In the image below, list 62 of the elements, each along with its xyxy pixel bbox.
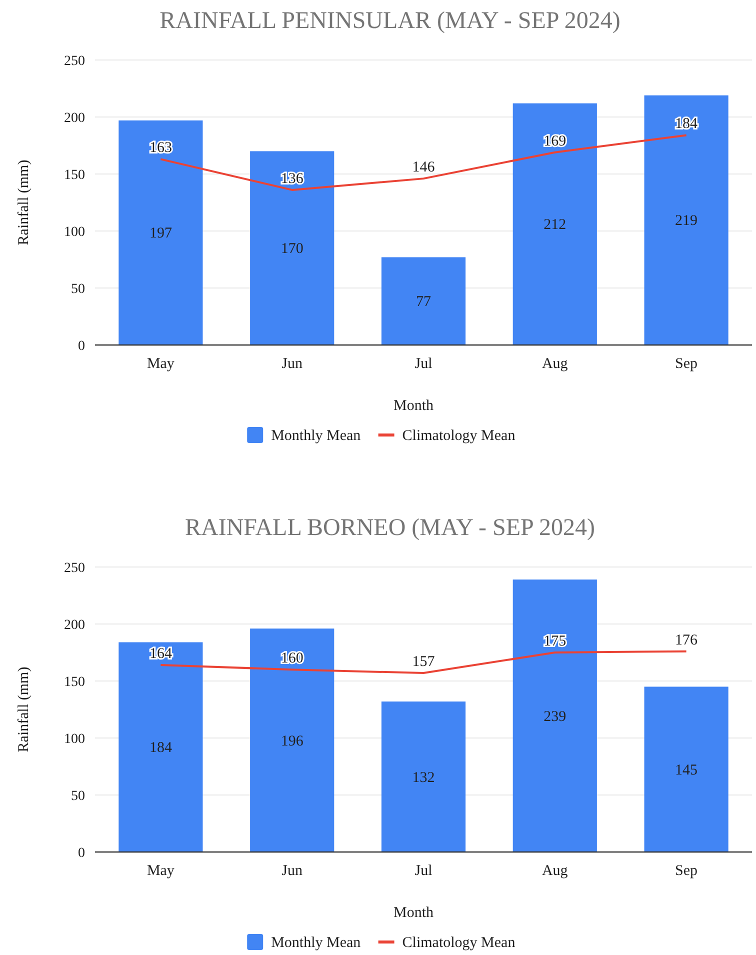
y-axis-title: Rainfall (mm) — [16, 160, 32, 246]
x-axis-title: Month — [393, 398, 434, 414]
bar — [250, 628, 334, 852]
y-tick-label: 100 — [64, 732, 85, 747]
y-tick-label: 0 — [78, 339, 85, 354]
legend-label: Climatology Mean — [402, 935, 516, 951]
data-label: 212 — [544, 217, 566, 234]
y-tick-label: 250 — [64, 54, 85, 69]
y-axis-title: Rainfall (mm) — [16, 666, 32, 752]
data-label: 169 — [544, 133, 566, 150]
x-tick-label: May — [146, 863, 175, 879]
y-tick-label: 250 — [64, 561, 85, 576]
data-label: 197 — [149, 226, 172, 242]
bar — [381, 702, 466, 852]
data-label: 219 — [675, 213, 698, 230]
data-label: 239 — [544, 708, 566, 725]
bar — [644, 686, 728, 852]
bar — [250, 151, 334, 345]
data-label: 196 — [280, 733, 304, 750]
x-tick-label: Sep — [675, 863, 698, 879]
data-label: 146 — [412, 160, 436, 176]
chart-title: RAINFALL PENINSULAR (MAY - SEP 2024) — [160, 8, 620, 34]
x-tick-label: Jun — [282, 356, 304, 372]
data-label: 132 — [412, 770, 435, 786]
y-tick-label: 150 — [64, 168, 85, 183]
x-tick-label: May — [146, 356, 175, 372]
bar — [118, 120, 203, 345]
y-tick-label: 0 — [78, 846, 85, 861]
legend-label: Monthly Mean — [271, 935, 362, 951]
y-tick-label: 50 — [71, 282, 85, 297]
data-label: 145 — [675, 762, 698, 778]
x-axis-title: Month — [393, 905, 434, 921]
y-tick-label: 200 — [64, 618, 85, 633]
y-tick-label: 150 — [64, 675, 85, 690]
bar — [118, 642, 203, 852]
x-tick-label: Aug — [542, 863, 568, 879]
data-label: 157 — [412, 654, 436, 670]
legend-label: Climatology Mean — [402, 428, 516, 444]
y-tick-label: 100 — [64, 225, 85, 240]
data-label: 164 — [149, 646, 172, 662]
data-label: 160 — [280, 650, 304, 667]
x-tick-label: Sep — [675, 356, 698, 372]
data-label: 136 — [280, 170, 304, 187]
data-label: 184 — [149, 740, 172, 756]
data-label: 170 — [280, 241, 304, 258]
bar — [512, 580, 597, 852]
x-tick-label: Aug — [542, 356, 568, 372]
data-label: 77 — [416, 294, 432, 310]
chart-title: RAINFALL BORNEO (MAY - SEP 2024) — [184, 515, 596, 541]
y-tick-label: 50 — [71, 789, 85, 804]
data-label: 176 — [675, 632, 698, 648]
data-label: 184 — [675, 116, 698, 132]
bar — [381, 257, 466, 345]
bar — [644, 95, 728, 345]
legend-label: Monthly Mean — [271, 428, 362, 444]
data-label: 175 — [544, 634, 566, 650]
y-tick-label: 200 — [64, 111, 85, 126]
x-tick-label: Jul — [414, 356, 432, 372]
x-tick-label: Jul — [414, 863, 432, 879]
bar — [512, 103, 597, 345]
data-label: 163 — [149, 140, 172, 156]
x-tick-label: Jun — [282, 863, 304, 879]
